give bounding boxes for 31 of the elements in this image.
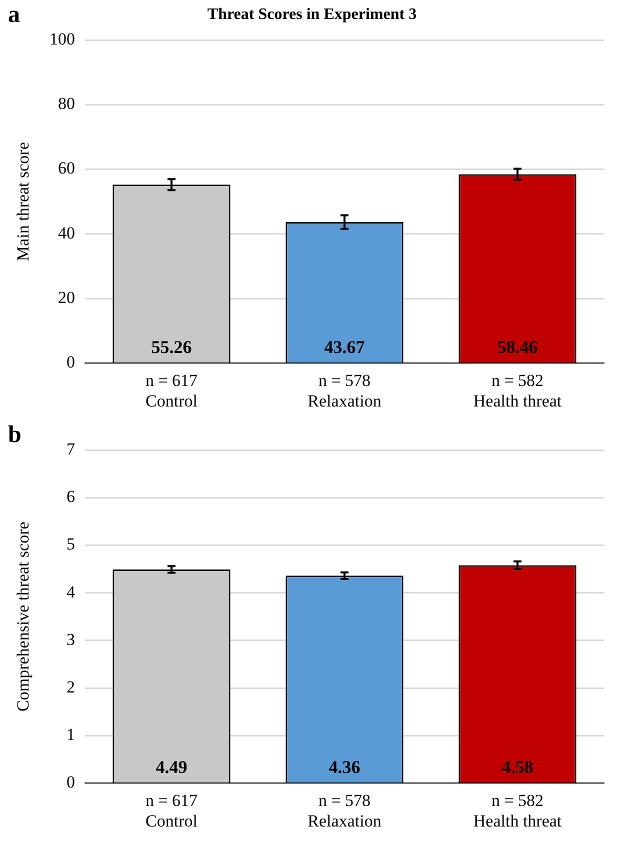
y-tick-label: 7 xyxy=(66,439,76,458)
y-tick-label: 5 xyxy=(66,534,75,554)
y-axis-title: Main threat score xyxy=(14,142,33,262)
y-tick-label: 4 xyxy=(66,582,76,602)
y-tick-label: 6 xyxy=(66,487,75,506)
y-tick-label: 0 xyxy=(66,772,75,792)
x-tick-label: n = 582 Health threat xyxy=(473,370,562,410)
y-tick-label: 3 xyxy=(66,630,75,649)
y-tick-label: 20 xyxy=(58,288,75,308)
text: b xyxy=(8,422,22,449)
data-label: 4.58 xyxy=(502,756,534,777)
y-tick-label: 40 xyxy=(58,223,75,242)
x-tick-label: n = 582 Health threat xyxy=(473,790,562,830)
y-tick-label: 80 xyxy=(58,94,75,114)
y-tick-label: 2 xyxy=(66,677,75,696)
text: a xyxy=(8,2,20,29)
data-label: 58.46 xyxy=(497,336,538,357)
y-tick-label: 1 xyxy=(66,725,75,744)
data-label: 4.36 xyxy=(328,756,360,777)
data-label: 4.49 xyxy=(156,756,188,777)
y-tick-label: 60 xyxy=(58,158,75,178)
chart-title: Threat Scores in Experiment 3 xyxy=(207,6,417,23)
x-tick-label: n = 578 Relaxation xyxy=(308,790,382,830)
x-tick-label: n = 617 Control xyxy=(145,370,198,410)
y-tick-label: 0 xyxy=(66,352,75,372)
x-tick-label: n = 617 Control xyxy=(145,790,198,830)
y-axis-title: Comprehensive threat score xyxy=(14,522,33,712)
y-tick-label: 100 xyxy=(50,29,75,48)
data-label: 55.26 xyxy=(151,336,192,357)
x-tick-label: n = 578 Relaxation xyxy=(308,370,382,410)
data-label: 43.67 xyxy=(324,336,365,357)
